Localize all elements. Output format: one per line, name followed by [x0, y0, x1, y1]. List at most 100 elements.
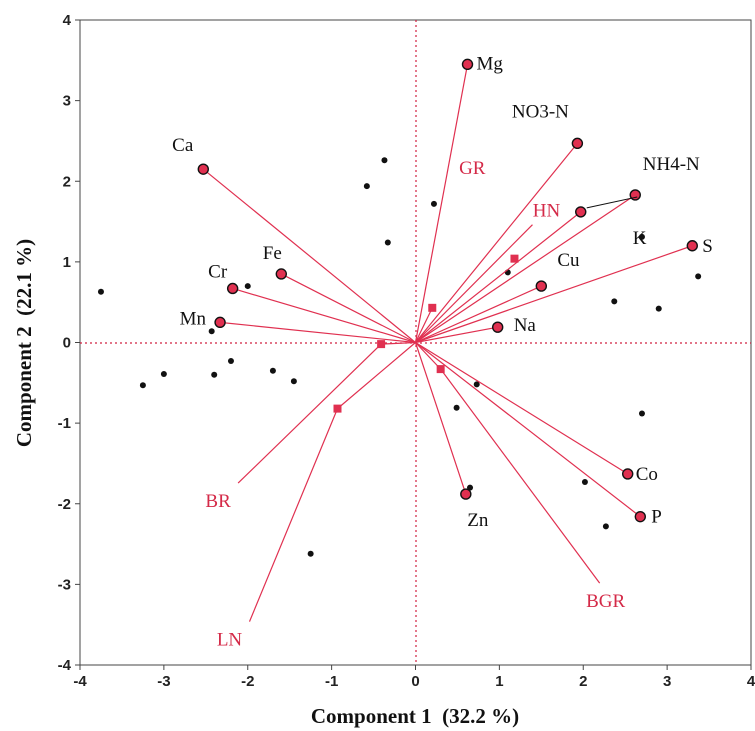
y-tick-label: -2 — [58, 496, 71, 513]
y-tick-label: 0 — [63, 335, 71, 352]
observation-point — [695, 273, 702, 280]
observation-points — [97, 157, 702, 557]
observation-point — [269, 367, 276, 374]
vector-label-nh4-n: NH4-N — [643, 154, 700, 175]
observation-point — [473, 381, 480, 388]
vector-line-co — [415, 341, 629, 475]
observation-point — [307, 550, 314, 557]
vector-label-cr: Cr — [208, 261, 228, 282]
vector-label-no3-n: NO3-N — [512, 101, 569, 122]
group-vector-tip-gr — [428, 303, 437, 312]
vector-tip-k — [575, 206, 587, 218]
vector-label-zn: Zn — [467, 510, 489, 531]
vector-label-s: S — [702, 236, 713, 257]
vector-label-fe: Fe — [263, 243, 282, 264]
observation-point — [430, 200, 437, 207]
vector-label-k: K — [633, 228, 647, 249]
group-vector-tip-ln — [333, 404, 342, 413]
group-vector-line-hn — [415, 224, 533, 343]
group-vector-line-ln — [337, 342, 416, 410]
observation-point — [381, 157, 388, 164]
group-vector-line-br — [381, 341, 416, 345]
group-label-ln: LN — [217, 630, 243, 651]
vector-line-nh4-n — [415, 194, 636, 343]
y-tick-label: 3 — [63, 93, 71, 110]
vector-line-p — [415, 342, 641, 518]
vector-line-cr — [232, 287, 416, 344]
x-axis-title: Component 1 (32.2 %) — [311, 704, 519, 728]
observation-point — [290, 378, 297, 385]
group-vector-extension-bgr — [440, 368, 601, 584]
y-tick-label: -4 — [58, 657, 72, 674]
x-tick-label: -4 — [73, 673, 87, 690]
x-tick-label: -1 — [325, 673, 338, 690]
vector-tip-mn — [214, 316, 226, 329]
y-axis-title: Component 2 (22.1 %) — [12, 239, 36, 447]
y-tick-label: 2 — [63, 173, 71, 190]
group-vector-line-gr — [414, 307, 433, 343]
vector-label-mg: Mg — [477, 53, 504, 74]
y-tick-label: -1 — [58, 415, 71, 432]
vector-line-fe — [281, 273, 416, 344]
observation-point — [453, 404, 460, 411]
vector-line-na — [415, 326, 498, 344]
y-tick-label: 1 — [63, 254, 71, 271]
group-vector-extension-br — [237, 343, 382, 484]
x-tick-label: 1 — [495, 673, 503, 690]
vector-tip-s — [686, 240, 698, 252]
observation-point — [611, 298, 618, 305]
vector-tip-cu — [535, 280, 548, 292]
x-tick-label: 2 — [579, 673, 587, 690]
vector-line-mn — [220, 321, 416, 344]
observation-point — [139, 382, 146, 389]
group-label-hn: HN — [533, 201, 561, 222]
observation-point — [384, 239, 391, 246]
x-tick-label: 4 — [747, 673, 755, 690]
x-tick-label: -3 — [157, 673, 170, 690]
vector-tip-cr — [226, 282, 239, 295]
observation-point — [160, 370, 167, 377]
group-vector-tip-hn — [510, 254, 519, 263]
vector-tip-ca — [197, 163, 209, 175]
group-label-br: BR — [205, 491, 231, 512]
x-tick-label: 3 — [663, 673, 671, 690]
observation-point — [581, 478, 588, 485]
observation-point — [638, 233, 645, 240]
vector-tip-fe — [275, 268, 287, 280]
leader-line — [586, 196, 638, 209]
vector-label-p: P — [651, 507, 662, 528]
observation-point — [227, 358, 234, 365]
observation-point — [244, 283, 251, 290]
observation-point — [208, 328, 215, 335]
vector-labels: Mg NO3-N NH4-N K S Cu Na Ca Fe Cr Mn Co P Zn HN GR BR LN B… — [172, 53, 713, 650]
vector-line-no3-n — [415, 142, 578, 343]
vector-label-na: Na — [514, 315, 537, 336]
group-vector-tip-bgr — [436, 365, 445, 374]
group-label-bgr: BGR — [586, 591, 625, 612]
y-tick-label: 4 — [63, 12, 72, 29]
group-label-gr: GR — [459, 158, 486, 179]
observation-point — [211, 371, 218, 378]
vector-line-cu — [415, 285, 542, 344]
vector-tip-zn — [460, 488, 472, 500]
observation-point — [97, 288, 104, 295]
y-tick-label: -3 — [58, 576, 71, 593]
observation-point — [638, 410, 645, 417]
vector-label-mn: Mn — [180, 308, 207, 329]
vector-tip-na — [491, 321, 504, 333]
group-vector-tip-br — [377, 340, 386, 349]
vector-label-ca: Ca — [172, 135, 194, 156]
observation-point — [602, 523, 609, 530]
vector-line-zn — [414, 342, 467, 495]
x-tick-label: -2 — [241, 673, 254, 690]
vector-tip-no3-n — [571, 137, 584, 150]
vector-line-k — [415, 211, 582, 343]
vector-label-cu: Cu — [557, 250, 580, 271]
observation-point — [363, 183, 370, 190]
vector-tip-p — [634, 510, 646, 523]
group-vector-extension-ln — [248, 408, 339, 622]
axis-ticks: -4 -3 -2 -1 0 1 2 3 4 -4 -3 -2 -1 0 1 2 3 4 — [58, 12, 755, 690]
vector-line-s — [415, 245, 693, 344]
vector-tip-co — [622, 468, 634, 480]
